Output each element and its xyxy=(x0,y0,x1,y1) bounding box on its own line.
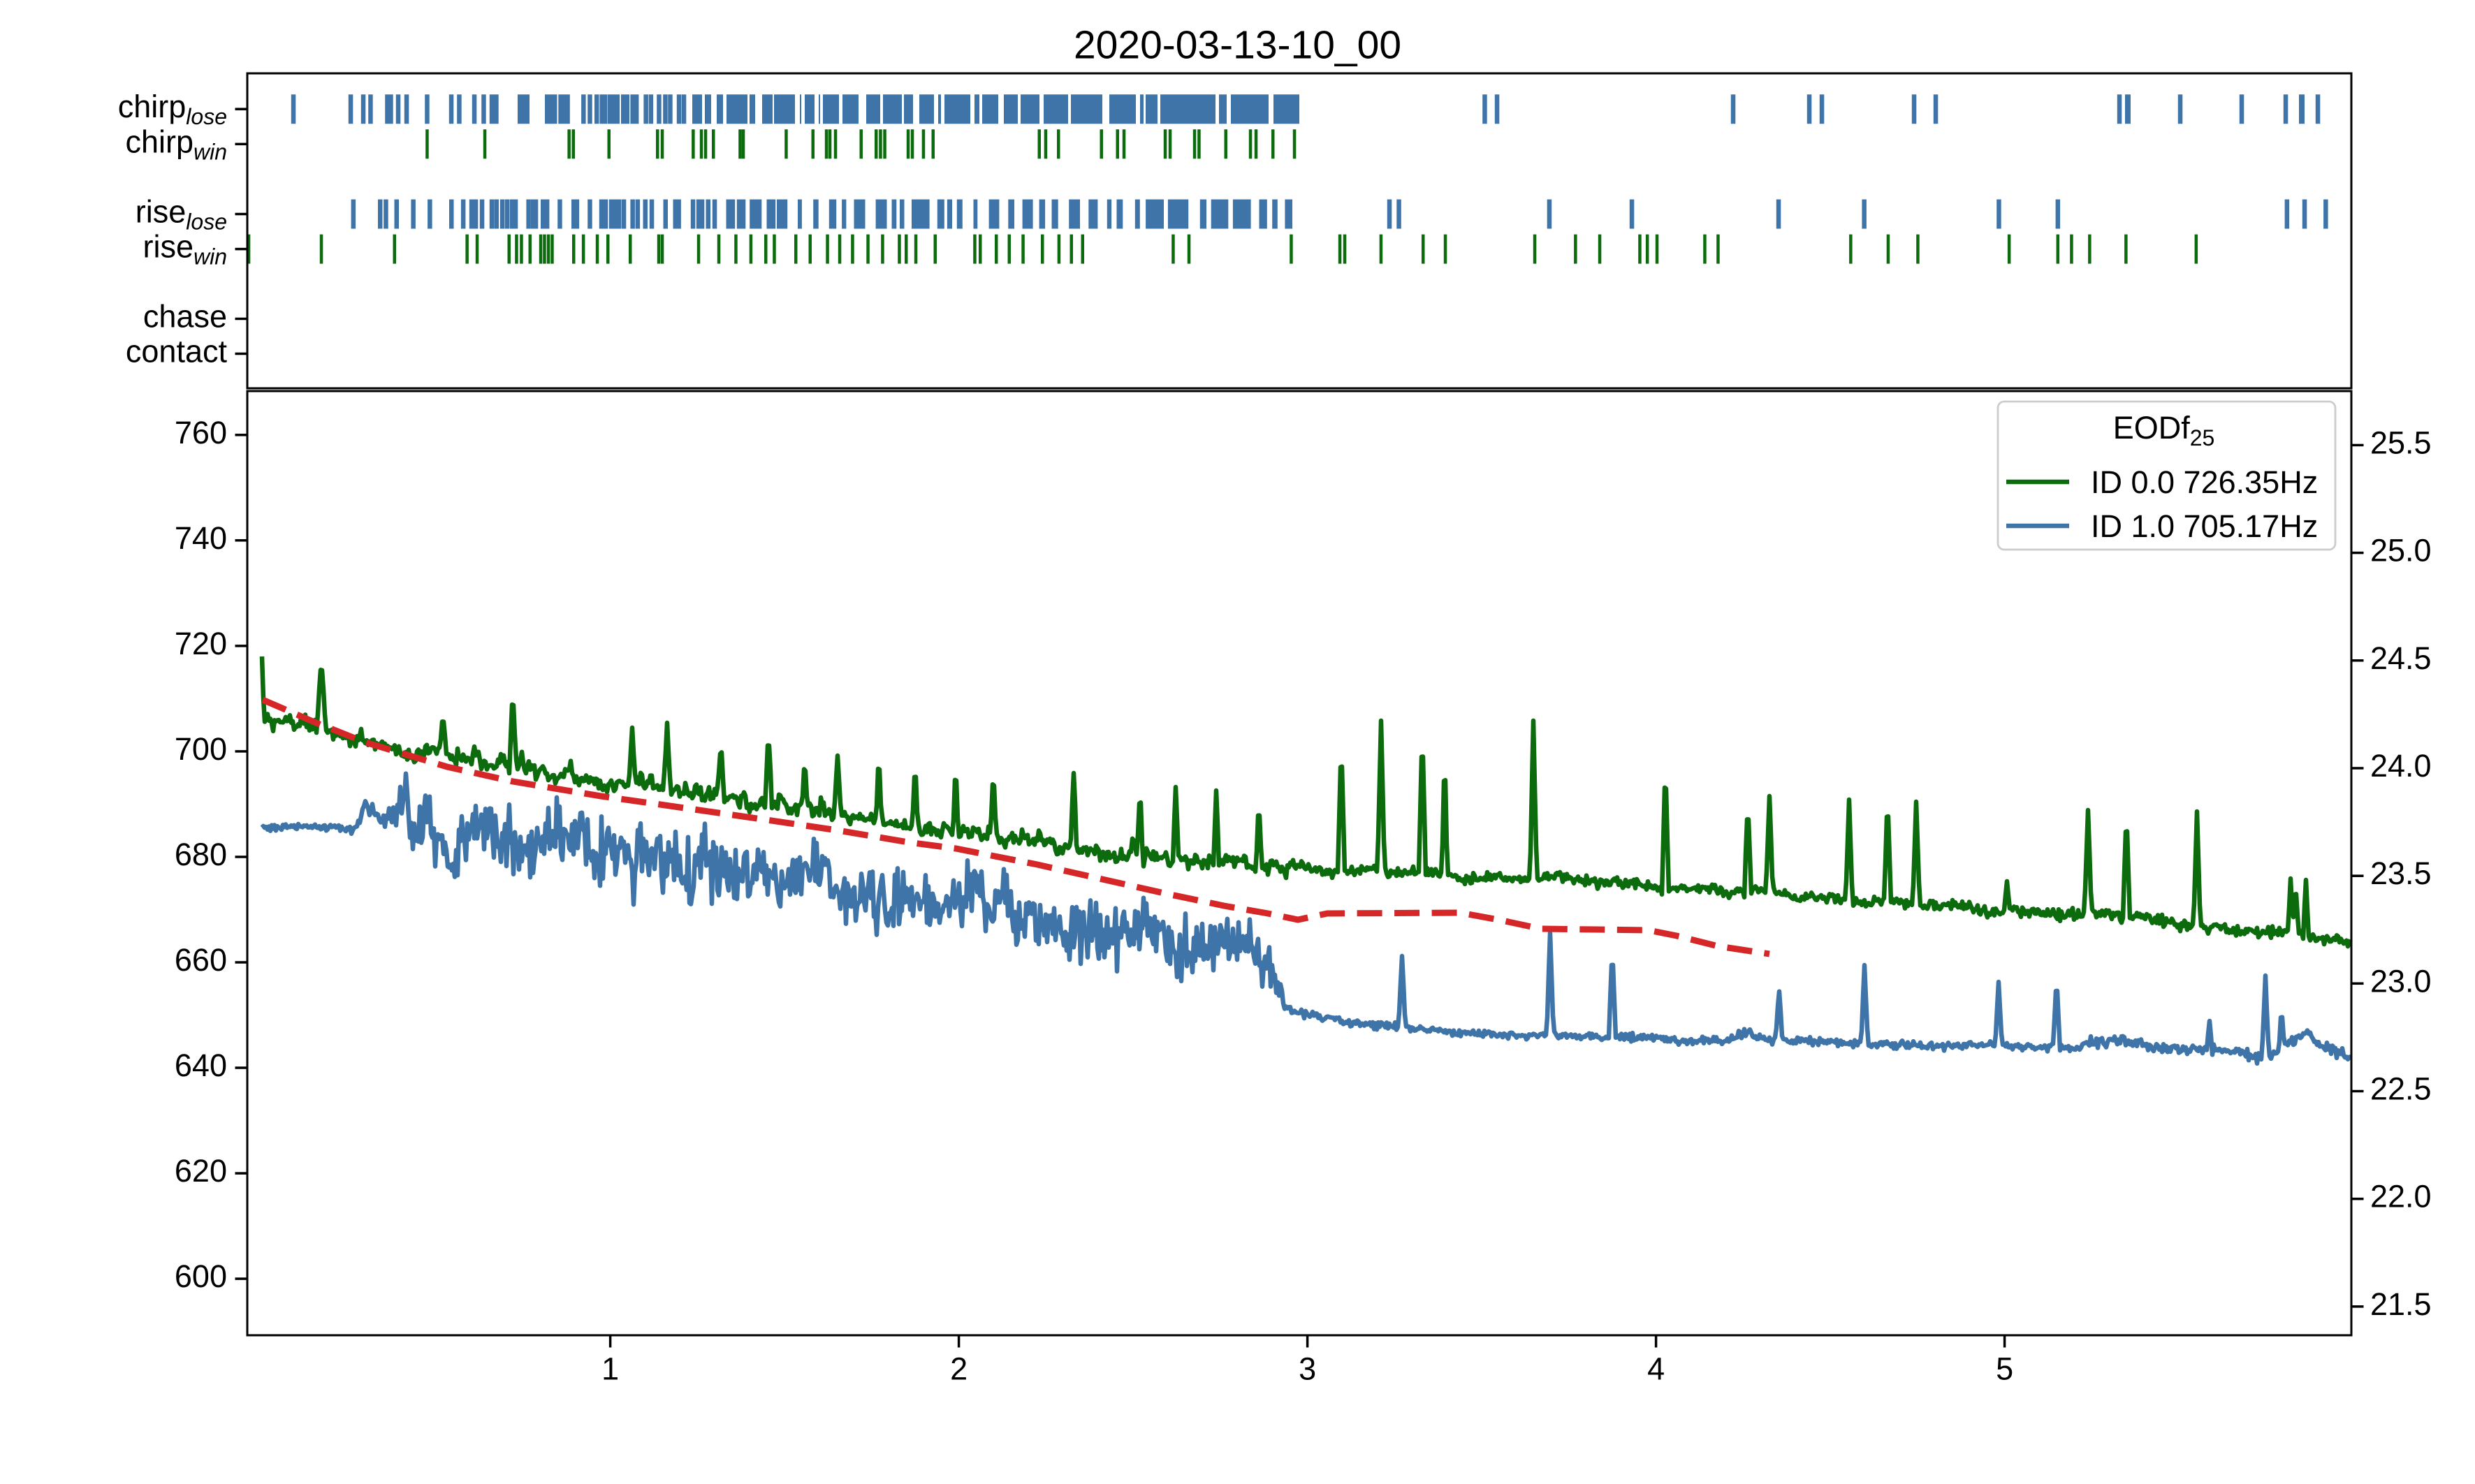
svg-text:chase: chase xyxy=(143,299,227,335)
svg-text:720: 720 xyxy=(175,626,227,661)
svg-text:5: 5 xyxy=(1996,1351,2013,1387)
svg-text:640: 640 xyxy=(175,1048,227,1083)
svg-text:1: 1 xyxy=(601,1351,619,1387)
svg-text:4: 4 xyxy=(1647,1351,1665,1387)
svg-text:ID 1.0 705.17Hz: ID 1.0 705.17Hz xyxy=(2091,508,2318,544)
svg-text:21.5: 21.5 xyxy=(2370,1286,2432,1322)
svg-text:23.0: 23.0 xyxy=(2370,963,2432,999)
svg-text:680: 680 xyxy=(175,837,227,872)
svg-text:risewin: risewin xyxy=(143,229,227,270)
svg-text:ID 0.0 726.35Hz: ID 0.0 726.35Hz xyxy=(2091,464,2318,500)
svg-text:22.0: 22.0 xyxy=(2370,1179,2432,1214)
svg-text:22.5: 22.5 xyxy=(2370,1071,2432,1107)
svg-text:760: 760 xyxy=(175,415,227,450)
svg-text:24.5: 24.5 xyxy=(2370,640,2432,676)
svg-text:2020-03-13-10_00: 2020-03-13-10_00 xyxy=(1074,23,1401,68)
svg-text:25.0: 25.0 xyxy=(2370,533,2432,568)
svg-text:23.5: 23.5 xyxy=(2370,855,2432,891)
svg-text:24.0: 24.0 xyxy=(2370,748,2432,784)
svg-text:660: 660 xyxy=(175,942,227,978)
svg-text:600: 600 xyxy=(175,1258,227,1294)
svg-text:740: 740 xyxy=(175,520,227,556)
svg-text:25.5: 25.5 xyxy=(2370,425,2432,460)
svg-text:3: 3 xyxy=(1299,1351,1316,1387)
svg-text:620: 620 xyxy=(175,1153,227,1189)
svg-text:700: 700 xyxy=(175,731,227,767)
svg-text:contact: contact xyxy=(126,334,228,369)
svg-text:2: 2 xyxy=(950,1351,968,1387)
